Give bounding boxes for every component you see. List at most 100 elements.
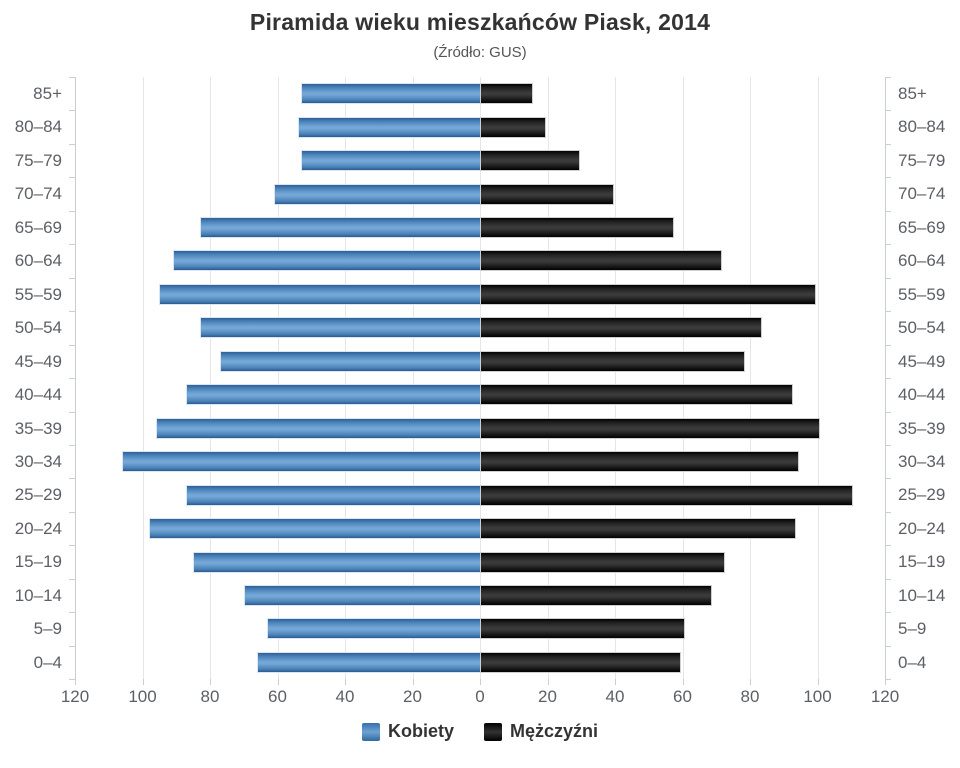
mezczyzni-bar-5–9[interactable] bbox=[480, 618, 685, 640]
age-label-left: 50–54 bbox=[14, 318, 62, 338]
x-axis-tick bbox=[615, 679, 616, 686]
kobiety-bar-20–24[interactable] bbox=[149, 518, 482, 540]
left-axis-tick bbox=[69, 110, 75, 112]
age-label-right: 25–29 bbox=[898, 485, 946, 505]
x-axis-tick-label: 120 bbox=[60, 687, 90, 707]
kobiety-bar-30–34[interactable] bbox=[122, 451, 482, 473]
mezczyzni-bar-30–34[interactable] bbox=[480, 451, 800, 473]
mezczyzni-bar-0–4[interactable] bbox=[480, 651, 682, 673]
kobiety-bar-55–59[interactable] bbox=[159, 283, 482, 305]
mezczyzni-bar-65–69[interactable] bbox=[480, 217, 675, 239]
right-axis-tick bbox=[885, 277, 891, 279]
x-axis-tick bbox=[682, 679, 684, 686]
age-label-right: 70–74 bbox=[898, 184, 946, 204]
mezczyzni-bar-80–84[interactable] bbox=[480, 116, 547, 138]
left-axis-tick bbox=[69, 344, 75, 346]
x-axis-tick-label: 40 bbox=[335, 687, 355, 707]
right-axis-tick bbox=[885, 110, 891, 112]
mezczyzni-bar-15–19[interactable] bbox=[480, 551, 725, 573]
kobiety-bar-40–44[interactable] bbox=[186, 384, 482, 406]
x-axis-tick-label: 60 bbox=[268, 687, 287, 707]
x-axis-tick-label: 80 bbox=[200, 687, 220, 707]
mezczyzni-bar-45–49[interactable] bbox=[480, 350, 746, 372]
legend: Kobiety Mężczyźni bbox=[0, 721, 960, 742]
mezczyzni-bar-40–44[interactable] bbox=[480, 384, 793, 406]
gridline bbox=[412, 77, 414, 680]
age-label-left: 0–4 bbox=[33, 652, 62, 672]
age-label-left: 80–84 bbox=[14, 117, 62, 137]
gridline bbox=[682, 77, 684, 680]
x-axis-tick bbox=[142, 679, 144, 686]
mezczyzni-bar-60–64[interactable] bbox=[480, 250, 722, 272]
x-axis-tick-label: 100 bbox=[128, 687, 157, 707]
x-axis-tick bbox=[75, 679, 76, 686]
left-axis-tick bbox=[69, 578, 75, 580]
kobiety-bar-35–39[interactable] bbox=[156, 417, 482, 439]
kobiety-bar-80–84[interactable] bbox=[297, 116, 482, 138]
age-label-left: 75–79 bbox=[14, 150, 62, 170]
kobiety-bar-85+[interactable] bbox=[301, 83, 482, 105]
left-axis-tick bbox=[69, 511, 75, 513]
mezczyzni-bar-10–14[interactable] bbox=[480, 584, 712, 606]
legend-label-kobiety: Kobiety bbox=[387, 721, 454, 741]
legend-item-mezczyzni[interactable]: Mężczyźni bbox=[483, 721, 599, 742]
right-axis-tick bbox=[885, 679, 891, 681]
age-label-right: 45–49 bbox=[898, 351, 946, 371]
kobiety-bar-10–14[interactable] bbox=[243, 584, 482, 606]
kobiety-bar-75–79[interactable] bbox=[301, 150, 482, 172]
left-axis-tick bbox=[69, 612, 75, 614]
chart-subtitle: (Źródło: GUS) bbox=[433, 44, 527, 61]
mezczyzni-bar-55–59[interactable] bbox=[480, 283, 817, 305]
age-label-right: 65–69 bbox=[898, 217, 946, 237]
age-label-right: 85+ bbox=[898, 84, 927, 103]
age-label-right: 0–4 bbox=[898, 652, 927, 672]
age-label-right: 35–39 bbox=[898, 418, 946, 438]
right-axis-tick bbox=[885, 378, 891, 380]
gridline bbox=[345, 77, 346, 680]
kobiety-bar-5–9[interactable] bbox=[267, 618, 482, 640]
mezczyzni-bar-75–79[interactable] bbox=[480, 150, 580, 172]
legend-item-kobiety[interactable]: Kobiety bbox=[361, 721, 454, 742]
age-label-right: 20–24 bbox=[898, 518, 946, 538]
age-label-right: 80–84 bbox=[898, 117, 946, 137]
x-axis-tick bbox=[817, 679, 819, 686]
left-axis-tick bbox=[69, 411, 75, 413]
gridline bbox=[547, 77, 549, 680]
kobiety-bar-0–4[interactable] bbox=[257, 651, 482, 673]
right-axis-tick bbox=[885, 411, 891, 413]
x-axis-tick-label: 120 bbox=[870, 687, 900, 707]
kobiety-bar-50–54[interactable] bbox=[199, 317, 482, 339]
kobiety-bar-70–74[interactable] bbox=[274, 183, 482, 205]
mezczyzni-bar-35–39[interactable] bbox=[480, 417, 820, 439]
right-axis-tick bbox=[885, 444, 891, 446]
age-label-left: 85+ bbox=[33, 84, 62, 103]
age-label-left: 55–59 bbox=[14, 284, 62, 304]
gridline bbox=[142, 77, 144, 680]
left-axis-tick bbox=[69, 77, 75, 78]
left-axis-tick bbox=[69, 645, 75, 647]
legend-label-mezczyzni: Mężczyźni bbox=[509, 721, 599, 741]
mezczyzni-bar-25–29[interactable] bbox=[480, 484, 854, 506]
kobiety-bar-15–19[interactable] bbox=[193, 551, 482, 573]
kobiety-bar-45–49[interactable] bbox=[220, 350, 482, 372]
kobiety-bar-25–29[interactable] bbox=[186, 484, 482, 506]
mezczyzni-bar-20–24[interactable] bbox=[480, 518, 796, 540]
mezczyzni-bar-50–54[interactable] bbox=[480, 317, 763, 339]
x-axis-tick bbox=[210, 679, 211, 686]
kobiety-bar-60–64[interactable] bbox=[172, 250, 482, 272]
mezczyzni-bar-70–74[interactable] bbox=[480, 183, 614, 205]
age-label-left: 40–44 bbox=[14, 385, 62, 405]
x-axis-tick bbox=[412, 679, 414, 686]
kobiety-bar-65–69[interactable] bbox=[199, 217, 482, 239]
mezczyzni-bar-85+[interactable] bbox=[480, 83, 533, 105]
x-axis-tick-label: 20 bbox=[538, 687, 557, 707]
age-label-right: 5–9 bbox=[898, 619, 927, 639]
age-label-right: 50–54 bbox=[898, 318, 946, 338]
x-axis-tick bbox=[750, 679, 751, 686]
mezczyzni-swatch-icon bbox=[483, 722, 502, 741]
age-label-left: 10–14 bbox=[14, 585, 62, 605]
left-axis-tick bbox=[69, 143, 75, 145]
right-axis-tick bbox=[885, 77, 891, 78]
age-label-right: 40–44 bbox=[898, 385, 946, 405]
